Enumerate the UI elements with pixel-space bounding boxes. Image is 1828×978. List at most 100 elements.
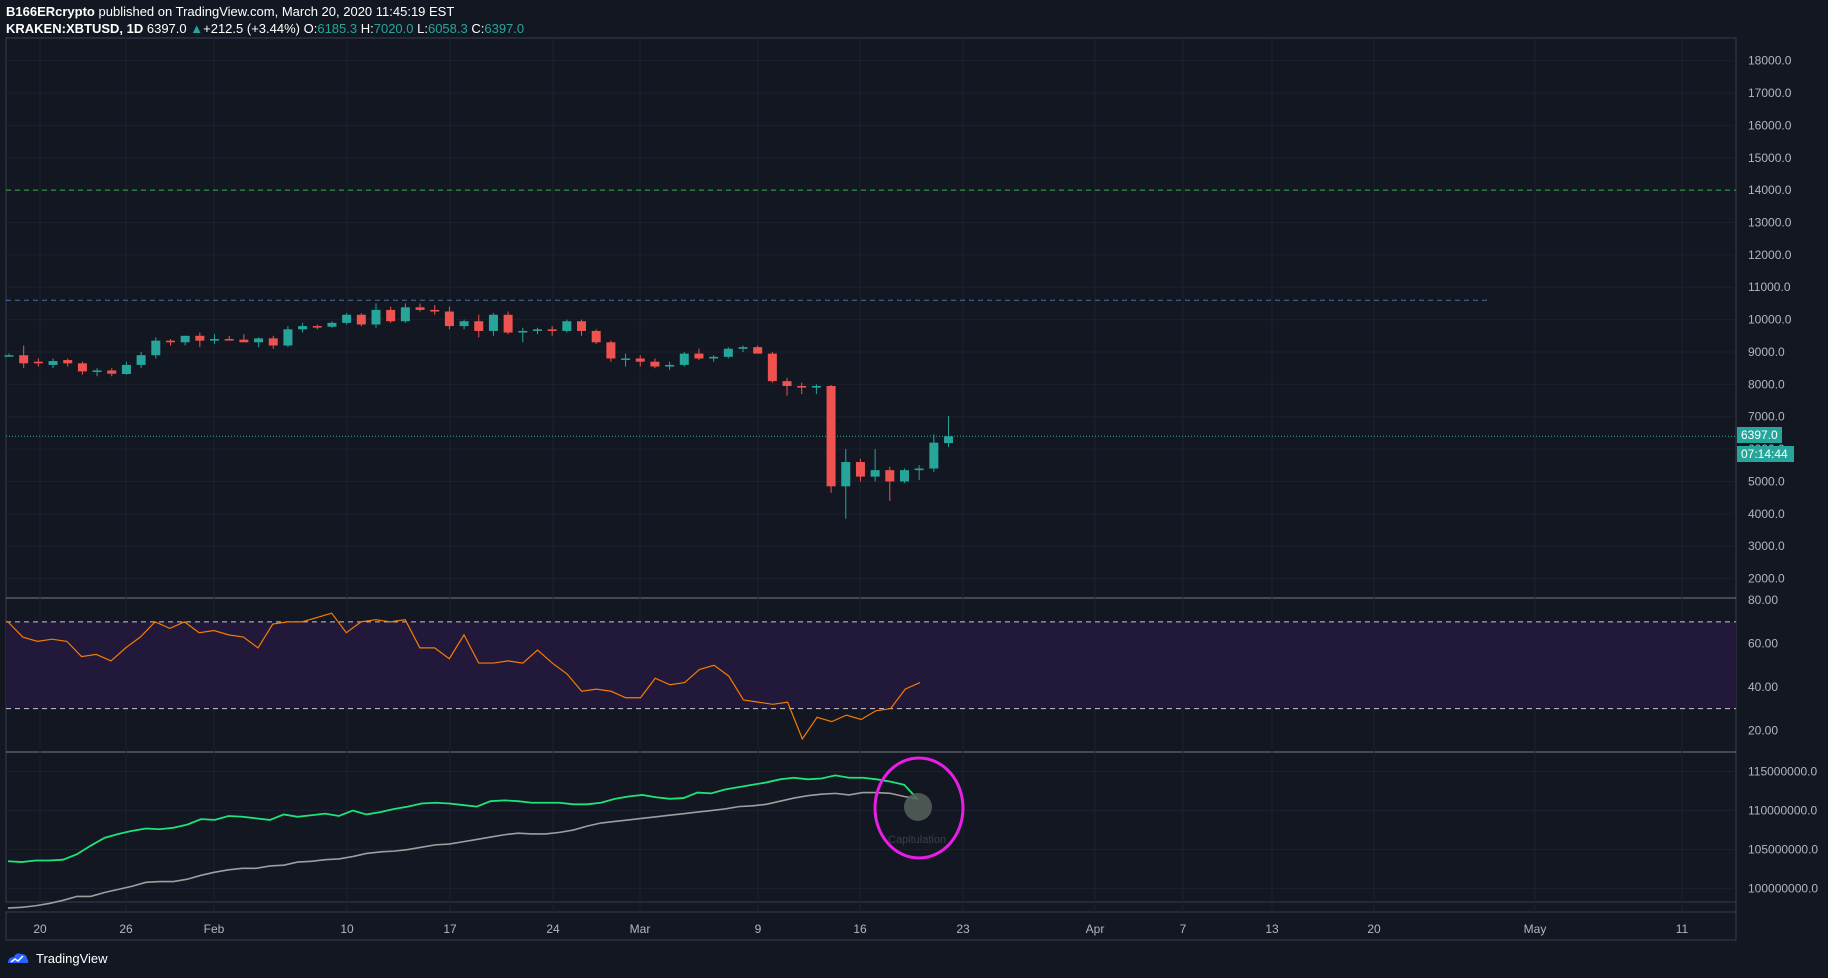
y-tick-label: 11000.0 [1748, 280, 1791, 294]
capitulation-label: Capitulation [888, 834, 947, 846]
chart-frame [5, 37, 1737, 903]
rsi-tick-label: 60.00 [1748, 637, 1778, 651]
candle-body [239, 339, 249, 343]
y-tick-label: 13000.0 [1748, 216, 1792, 230]
candle-body [855, 462, 865, 477]
tradingview-footer[interactable]: TradingView [6, 950, 108, 966]
author-name[interactable]: B166ERcrypto [6, 4, 95, 19]
candle-body [77, 363, 87, 372]
x-tick-label: 7 [1180, 922, 1187, 936]
tradingview-logo-icon [8, 953, 29, 963]
candle-body [591, 330, 601, 343]
y-tick-label: 17000.0 [1748, 86, 1792, 100]
candle-body [327, 322, 337, 327]
y-tick-label: 4000.0 [1748, 507, 1785, 521]
symbol-legend: KRAKEN:XBTUSD, 1D 6397.0 ▲+212.5 (+3.44%… [6, 21, 524, 36]
x-tick-label: 10 [340, 922, 354, 936]
candle-body [503, 314, 513, 333]
last-price-badge: 6397.0 [1737, 427, 1782, 443]
candle-body [488, 314, 498, 331]
candle-body [254, 338, 264, 343]
y-tick-label: 8000.0 [1748, 377, 1785, 391]
candle-body [709, 356, 719, 359]
indicator-tick-label: 100000000.0 [1748, 882, 1818, 896]
indicator-fast-line [7, 774, 919, 863]
y-tick-label: 7000.0 [1748, 410, 1785, 424]
indicator-tick-label: 115000000.0 [1748, 765, 1818, 779]
x-tick-label: 13 [1265, 922, 1279, 936]
last-price: 6397.0 [146, 21, 187, 36]
x-tick-label: Mar [630, 922, 651, 936]
indicator-slow-line [7, 791, 919, 909]
crossover-marker [904, 793, 932, 821]
y-tick-label: 10000.0 [1748, 313, 1792, 327]
candle-body [606, 342, 616, 359]
close-value: 6397.0 [484, 21, 525, 36]
x-tick-label: 11 [1676, 922, 1689, 936]
candle-body [312, 326, 322, 328]
candle-body [210, 339, 220, 341]
up-arrow-icon: ▲ [190, 21, 204, 36]
high-value: 7020.0 [373, 21, 414, 36]
x-tick-label: 9 [755, 922, 762, 936]
y-tick-label: 3000.0 [1748, 539, 1785, 553]
candle-body [944, 436, 954, 444]
candle-body [767, 353, 777, 382]
candle-body [19, 355, 29, 364]
candle-body [621, 358, 631, 360]
candle-body [635, 358, 645, 362]
candle-body [459, 321, 469, 327]
rsi-tick-label: 20.00 [1748, 723, 1778, 737]
close-label: C: [471, 21, 485, 36]
candle-body [430, 309, 440, 312]
footer-brand: TradingView [36, 950, 108, 966]
candle-body [268, 338, 278, 346]
publish-info: B166ERcrypto published on TradingView.co… [6, 4, 454, 19]
candle-body [929, 442, 939, 469]
candle-body [650, 361, 660, 367]
candle-body [885, 470, 895, 482]
x-tick-label: 16 [853, 922, 867, 936]
low-value: 6058.3 [427, 21, 468, 36]
x-tick-label: May [1524, 922, 1547, 936]
y-tick-label: 16000.0 [1748, 118, 1792, 132]
candle-body [151, 340, 161, 356]
candle-body [577, 321, 587, 331]
candle-body [679, 353, 689, 365]
y-tick-label: 18000.0 [1748, 54, 1792, 68]
y-tick-label: 12000.0 [1748, 248, 1792, 262]
candle-body [63, 360, 73, 364]
candle-body [33, 361, 43, 364]
price-change: +212.5 (+3.44%) [203, 21, 300, 36]
x-tick-label: 23 [956, 922, 970, 936]
x-tick-label: 20 [33, 922, 47, 936]
candle-body [811, 385, 821, 388]
candle-body [400, 307, 410, 322]
candle-body [283, 329, 293, 346]
candle-body [356, 314, 366, 325]
y-tick-label: 9000.0 [1748, 345, 1785, 359]
indicator-tick-label: 110000000.0 [1748, 804, 1818, 818]
open-value: 6185.3 [317, 21, 358, 36]
candle-body [121, 364, 131, 374]
x-tick-label: 24 [546, 922, 560, 936]
candle-body [753, 347, 763, 354]
x-tick-label: 17 [443, 922, 457, 936]
candle-body [518, 330, 528, 333]
candle-body [474, 321, 484, 331]
y-tick-label: 15000.0 [1748, 151, 1792, 165]
candle-body [914, 468, 924, 471]
candle-body [165, 340, 175, 343]
candle-body [665, 364, 675, 367]
rsi-line [7, 612, 921, 741]
high-label: H: [360, 21, 374, 36]
y-tick-label: 2000.0 [1748, 572, 1785, 586]
candle-body [48, 361, 58, 365]
candle-body [298, 326, 308, 330]
candle-body [415, 307, 425, 310]
x-tick-label: 26 [119, 922, 133, 936]
candle-body [547, 329, 557, 331]
candle-body [342, 314, 352, 323]
candle-body [92, 370, 102, 372]
